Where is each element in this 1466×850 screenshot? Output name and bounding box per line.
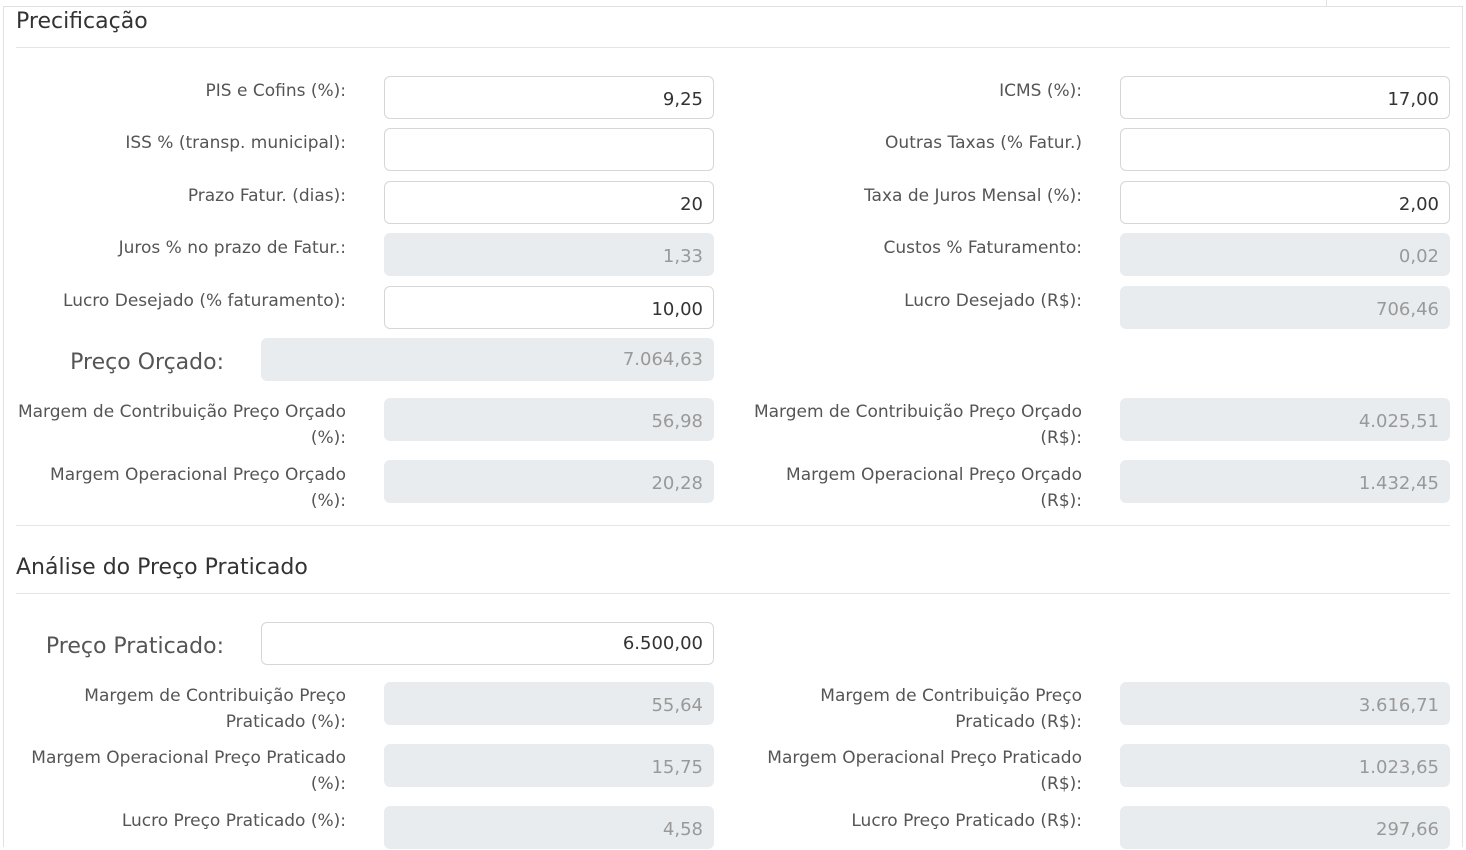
label-preco-orcado: Preço Orçado: [70, 350, 224, 375]
label-mc-orcado-pct: Margem de Contribuição Preço Orçado (%): [17, 402, 346, 448]
label-iss: ISS % (transp. municipal): [125, 133, 346, 153]
label-lucro-praticado-pct: Lucro Preço Praticado (%): [121, 811, 346, 831]
label-lucro-desejado-rs: Lucro Desejado (R$): [904, 291, 1082, 311]
mo-praticado-rs-field: 1.023,65 [1120, 744, 1450, 787]
lucro-praticado-pct-field: 4,58 [384, 806, 714, 849]
juros-prazo-field: 1,33 [384, 233, 714, 276]
preco-praticado-input[interactable]: 6.500,00 [261, 622, 714, 665]
lucro-praticado-rs-field: 297,66 [1120, 806, 1450, 849]
label-mo-praticado-rs: Margem Operacional Preço Praticado (R$): [767, 748, 1082, 794]
lucro-desejado-pct-input[interactable]: 10,00 [384, 286, 714, 329]
label-juros-prazo: Juros % no prazo de Fatur.: [118, 238, 346, 258]
outras-taxas-input[interactable] [1120, 128, 1450, 171]
divider [16, 525, 1450, 526]
mo-orcado-pct-field: 20,28 [384, 460, 714, 503]
mo-orcado-rs-field: 1.432,45 [1120, 460, 1450, 503]
section-title-analise: Análise do Preço Praticado [16, 555, 308, 580]
pis-cofins-input[interactable]: 9,25 [384, 76, 714, 119]
label-mo-orcado-pct: Margem Operacional Preço Orçado (%): [50, 465, 346, 511]
prazo-fatur-input[interactable]: 20 [384, 181, 714, 224]
label-prazo-fatur: Prazo Fatur. (dias): [187, 186, 346, 206]
label-outras-taxas: Outras Taxas (% Fatur.) [885, 133, 1082, 153]
mo-praticado-pct-field: 15,75 [384, 744, 714, 787]
mc-orcado-pct-field: 56,98 [384, 398, 714, 441]
label-taxa-juros: Taxa de Juros Mensal (%): [863, 186, 1082, 206]
mc-praticado-pct-field: 55,64 [384, 682, 714, 725]
iss-input[interactable] [384, 128, 714, 171]
label-mo-praticado-pct: Margem Operacional Preço Praticado (%): [31, 748, 346, 794]
icms-input[interactable]: 17,00 [1120, 76, 1450, 119]
mc-orcado-rs-field: 4.025,51 [1120, 398, 1450, 441]
preco-orcado-field: 7.064,63 [261, 338, 714, 381]
label-mc-orcado-rs: Margem de Contribuição Preço Orçado (R$)… [753, 402, 1082, 448]
section-title-precificacao: Precificação [16, 9, 148, 34]
label-mc-praticado-pct: Margem de Contribuição Preço Praticado (… [84, 686, 346, 732]
mc-praticado-rs-field: 3.616,71 [1120, 682, 1450, 725]
label-pis-cofins: PIS e Cofins (%): [205, 81, 346, 101]
label-icms: ICMS (%): [999, 81, 1082, 101]
label-lucro-desejado-pct: Lucro Desejado (% faturamento): [63, 291, 346, 311]
lucro-desejado-rs-field: 706,46 [1120, 286, 1450, 329]
divider [16, 47, 1450, 48]
divider [16, 593, 1450, 594]
panel-frame [3, 0, 1463, 847]
label-mc-praticado-rs: Margem de Contribuição Preço Praticado (… [820, 686, 1082, 732]
label-mo-orcado-rs: Margem Operacional Preço Orçado (R$): [786, 465, 1082, 511]
taxa-juros-input[interactable]: 2,00 [1120, 181, 1450, 224]
label-preco-praticado: Preço Praticado: [45, 634, 224, 659]
label-custos-faturamento: Custos % Faturamento: [883, 238, 1082, 258]
frame-notch [1326, 0, 1327, 7]
label-lucro-praticado-rs: Lucro Preço Praticado (R$): [851, 811, 1082, 831]
custos-faturamento-field: 0,02 [1120, 233, 1450, 276]
